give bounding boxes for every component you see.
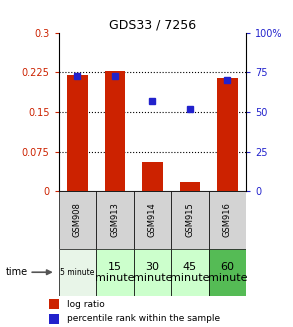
Bar — [171, 191, 209, 249]
Bar — [171, 249, 209, 296]
Bar — [96, 249, 134, 296]
Text: GSM913: GSM913 — [110, 202, 119, 237]
Bar — [49, 314, 59, 324]
Bar — [49, 299, 59, 309]
Text: 5 minute: 5 minute — [60, 268, 95, 277]
Bar — [217, 77, 238, 191]
Bar — [67, 75, 88, 191]
Bar — [96, 191, 134, 249]
Text: 60
minute: 60 minute — [208, 262, 247, 283]
Bar — [209, 249, 246, 296]
Bar — [134, 249, 171, 296]
Text: 15
minute: 15 minute — [95, 262, 134, 283]
Text: GSM914: GSM914 — [148, 202, 157, 237]
Bar — [209, 191, 246, 249]
Bar — [180, 182, 200, 191]
Text: GSM908: GSM908 — [73, 202, 82, 237]
Bar — [59, 191, 96, 249]
Text: GSM916: GSM916 — [223, 202, 232, 237]
Text: 30
minute: 30 minute — [133, 262, 172, 283]
Text: 45
minute: 45 minute — [170, 262, 209, 283]
Text: log ratio: log ratio — [67, 300, 105, 308]
Text: percentile rank within the sample: percentile rank within the sample — [67, 315, 220, 323]
Text: time: time — [6, 267, 28, 277]
Bar — [105, 71, 125, 191]
Bar — [142, 162, 163, 191]
Title: GDS33 / 7256: GDS33 / 7256 — [109, 19, 196, 31]
Text: GSM915: GSM915 — [185, 202, 194, 237]
Bar — [134, 191, 171, 249]
Bar — [59, 249, 96, 296]
